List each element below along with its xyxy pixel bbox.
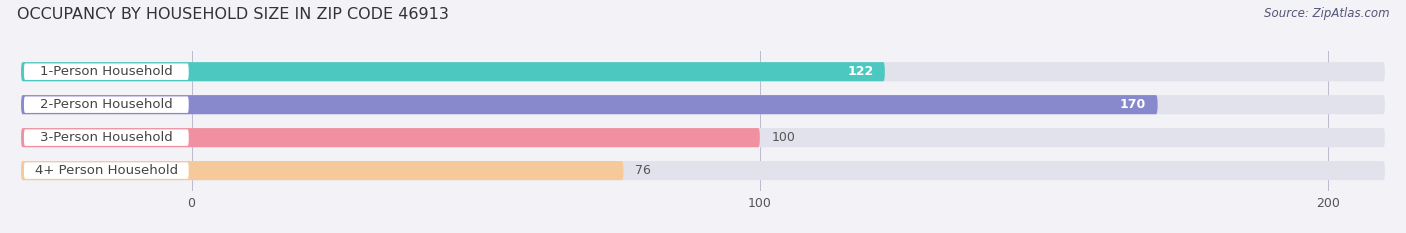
Text: 122: 122 xyxy=(848,65,873,78)
Text: OCCUPANCY BY HOUSEHOLD SIZE IN ZIP CODE 46913: OCCUPANCY BY HOUSEHOLD SIZE IN ZIP CODE … xyxy=(17,7,449,22)
Text: 170: 170 xyxy=(1121,98,1146,111)
FancyBboxPatch shape xyxy=(24,63,188,80)
Text: 4+ Person Household: 4+ Person Household xyxy=(35,164,179,177)
FancyBboxPatch shape xyxy=(21,95,1157,114)
FancyBboxPatch shape xyxy=(24,129,188,146)
Text: 1-Person Household: 1-Person Household xyxy=(39,65,173,78)
Text: 76: 76 xyxy=(636,164,651,177)
FancyBboxPatch shape xyxy=(21,161,623,180)
FancyBboxPatch shape xyxy=(21,62,884,81)
FancyBboxPatch shape xyxy=(21,128,759,147)
Text: Source: ZipAtlas.com: Source: ZipAtlas.com xyxy=(1264,7,1389,20)
FancyBboxPatch shape xyxy=(24,96,188,113)
FancyBboxPatch shape xyxy=(21,128,1385,147)
FancyBboxPatch shape xyxy=(21,62,1385,81)
Text: 3-Person Household: 3-Person Household xyxy=(39,131,173,144)
Text: 100: 100 xyxy=(772,131,794,144)
FancyBboxPatch shape xyxy=(21,95,1385,114)
FancyBboxPatch shape xyxy=(24,162,188,179)
Text: 2-Person Household: 2-Person Household xyxy=(39,98,173,111)
FancyBboxPatch shape xyxy=(21,161,1385,180)
